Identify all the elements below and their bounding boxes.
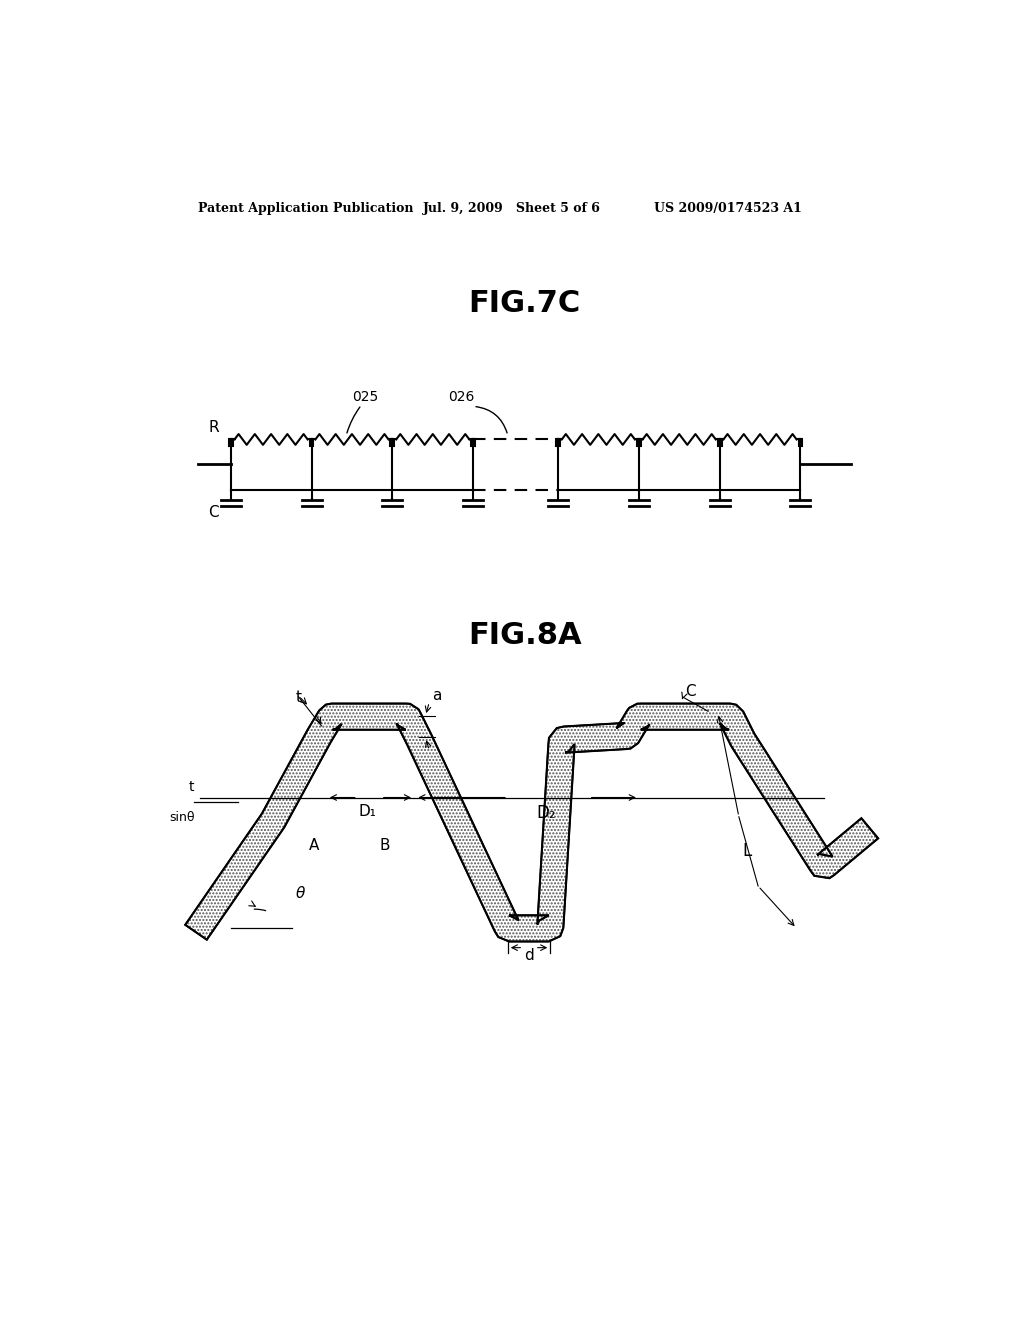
Text: D₁: D₁ xyxy=(358,804,376,818)
Text: t: t xyxy=(296,690,302,705)
Bar xyxy=(390,440,394,446)
Bar xyxy=(309,440,313,446)
Text: a: a xyxy=(432,688,441,704)
Bar xyxy=(556,440,560,446)
Text: FIG.8A: FIG.8A xyxy=(468,622,582,651)
Text: A: A xyxy=(308,838,319,853)
Text: D₂: D₂ xyxy=(537,804,556,821)
Bar xyxy=(637,440,641,446)
Bar xyxy=(471,440,475,446)
Text: 026: 026 xyxy=(449,391,475,404)
Polygon shape xyxy=(185,704,879,941)
Text: B: B xyxy=(380,838,390,853)
Bar xyxy=(228,440,232,446)
Text: US 2009/0174523 A1: US 2009/0174523 A1 xyxy=(654,202,802,215)
Text: d: d xyxy=(523,948,534,962)
Text: L: L xyxy=(742,842,752,861)
Text: FIG.7C: FIG.7C xyxy=(469,289,581,318)
Text: sinθ: sinθ xyxy=(169,812,195,825)
Text: C: C xyxy=(209,506,219,520)
Text: t: t xyxy=(189,780,195,793)
Bar xyxy=(718,440,722,446)
Bar xyxy=(799,440,803,446)
Text: Patent Application Publication: Patent Application Publication xyxy=(199,202,414,215)
Text: 025: 025 xyxy=(352,391,379,404)
Text: Jul. 9, 2009   Sheet 5 of 6: Jul. 9, 2009 Sheet 5 of 6 xyxy=(423,202,601,215)
Text: C: C xyxy=(685,684,695,698)
Text: R: R xyxy=(209,420,219,436)
Text: θ: θ xyxy=(295,886,305,902)
